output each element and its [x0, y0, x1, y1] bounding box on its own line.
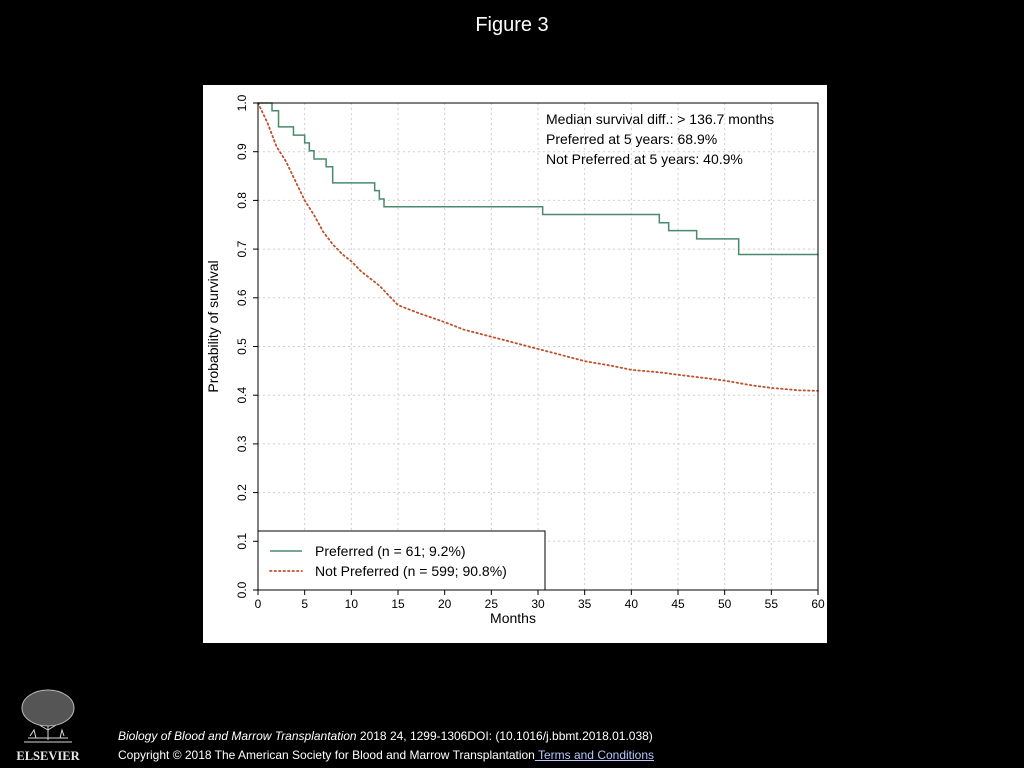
- x-tick-label: 25: [485, 597, 499, 611]
- elsevier-logo: ELSEVIER: [8, 680, 88, 764]
- y-tick-label: 0.2: [235, 484, 249, 501]
- x-tick-label: 0: [255, 597, 262, 611]
- terms-link[interactable]: Terms and Conditions: [534, 748, 655, 762]
- y-tick-label: 0.8: [235, 192, 249, 209]
- y-tick-label: 0.3: [235, 435, 249, 452]
- x-tick-label: 15: [391, 597, 405, 611]
- slide-title: Figure 3: [475, 14, 549, 36]
- y-tick-label: 0.5: [235, 338, 249, 355]
- x-axis-label: Months: [490, 610, 536, 626]
- x-tick-label: 5: [301, 597, 308, 611]
- legend-label: Preferred (n = 61; 9.2%): [315, 543, 466, 559]
- y-axis-label: Probability of survival: [205, 260, 221, 392]
- x-tick-label: 60: [811, 597, 825, 611]
- x-tick-label: 55: [765, 597, 779, 611]
- series-line-preferred: [258, 102, 818, 256]
- x-tick-label: 50: [718, 597, 732, 611]
- annotation-text: Not Preferred at 5 years: 40.9%: [546, 151, 743, 167]
- logo-wordmark: ELSEVIER: [16, 749, 80, 763]
- x-tick-label: 40: [625, 597, 639, 611]
- y-tick-label: 0.4: [235, 387, 249, 404]
- x-tick-label: 35: [578, 597, 592, 611]
- y-tick-label: 0.0: [235, 581, 249, 598]
- x-tick-label: 10: [345, 597, 359, 611]
- y-tick-label: 0.9: [235, 143, 249, 160]
- legend-label: Not Preferred (n = 599; 90.8%): [315, 563, 507, 579]
- x-tick-label: 45: [671, 597, 685, 611]
- y-tick-label: 0.6: [235, 289, 249, 306]
- annotation-text: Median survival diff.: > 136.7 months: [546, 111, 774, 127]
- citation: Biology of Blood and Marrow Transplantat…: [118, 729, 653, 743]
- figure-panel: 0 5 10 15 20 25 30 35 40 45 50 55 60 0.0 0.1 0.2 0.3 0.4 0…: [203, 85, 827, 643]
- survival-chart: 0 5 10 15 20 25 30 35 40 45 50 55 60 0.0 0.1 0.2 0.3 0.4 0…: [205, 94, 825, 626]
- tree-icon: [21, 689, 75, 743]
- copyright-text: Copyright © 2018 The American Society fo…: [118, 748, 535, 762]
- y-tick-label: 1.0: [235, 94, 249, 111]
- series-line-not-preferred: [257, 102, 819, 392]
- y-tick-label: 0.7: [235, 240, 249, 257]
- citation-journal: Biology of Blood and Marrow Transplantat…: [118, 729, 357, 743]
- citation-details: 2018 24, 1299-1306DOI: (10.1016/j.bbmt.2…: [356, 729, 653, 743]
- legend-box: [257, 530, 546, 591]
- copyright-line: Copyright © 2018 The American Society fo…: [118, 748, 654, 762]
- annotation-text: Preferred at 5 years: 68.9%: [546, 131, 717, 147]
- y-tick-label: 0.1: [235, 533, 249, 550]
- x-tick-label: 30: [531, 597, 545, 611]
- x-tick-label: 20: [438, 597, 452, 611]
